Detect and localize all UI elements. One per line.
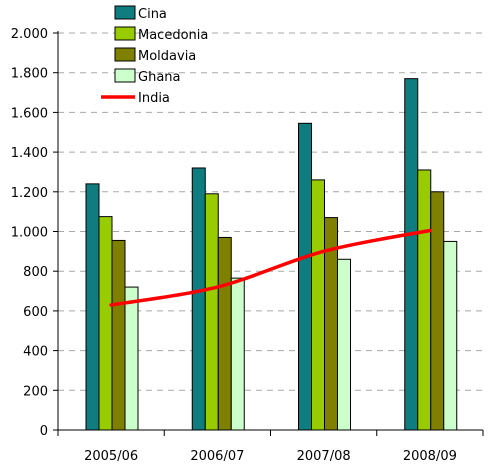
y-tick-label: 2.000 — [11, 27, 48, 42]
line-india — [109, 228, 432, 307]
legend-label-india: India — [138, 91, 170, 106]
bar-macedonia — [311, 179, 325, 431]
legend-label-ghana: Ghana — [138, 70, 181, 85]
y-tick-label: 1.200 — [11, 186, 48, 201]
y-tick-label: 200 — [23, 384, 48, 399]
y-tick-label: 1.000 — [11, 226, 48, 241]
legend-label-cina: Cina — [138, 7, 167, 22]
bar-cina — [404, 78, 419, 431]
y-tick-label: 600 — [23, 305, 48, 320]
legend-swatch-macedonia — [114, 26, 136, 41]
y-tick-label: 1.800 — [11, 67, 48, 82]
y-tick-label: 1.600 — [11, 106, 48, 121]
y-tick-labels: 0 200 400 600 800 1.000 1.200 1.400 1.600 1.800 2.… — [11, 27, 48, 439]
bar-cina — [191, 167, 206, 431]
bars — [85, 78, 458, 431]
bar-moldavia — [111, 239, 126, 431]
x-tick-label: 2007/08 — [297, 449, 351, 464]
legend-swatch-cina — [114, 5, 136, 20]
y-tick-label: 400 — [23, 345, 48, 360]
bar-moldavia — [217, 236, 232, 431]
axes — [53, 31, 484, 436]
bar-ghana — [337, 258, 351, 431]
y-tick-label: 1.400 — [11, 146, 48, 161]
legend-label-moldavia: Moldavia — [138, 49, 196, 64]
legend: Cina Macedonia Moldavia Ghana India — [101, 5, 208, 106]
bar-ghana — [124, 286, 139, 431]
bar-macedonia — [417, 169, 432, 431]
x-tick-label: 2006/07 — [190, 449, 244, 464]
x-tick-label: 2005/06 — [84, 449, 138, 464]
bar-macedonia — [98, 216, 113, 431]
bar-macedonia — [204, 193, 219, 431]
legend-swatch-moldavia — [114, 47, 136, 62]
legend-swatch-ghana — [114, 68, 136, 83]
bar-moldavia — [430, 191, 445, 431]
y-tick-label: 0 — [40, 424, 48, 439]
bar-ghana — [230, 277, 245, 431]
legend-label-macedonia: Macedonia — [138, 28, 208, 43]
x-tick-label: 2008/09 — [403, 449, 457, 464]
bar-cina — [298, 122, 312, 431]
x-tick-labels: 2005/06 2006/07 2007/08 2008/09 — [84, 449, 457, 464]
y-tick-label: 800 — [23, 265, 48, 280]
bar-cina — [85, 183, 100, 431]
bar-ghana — [443, 240, 458, 431]
line-series — [109, 228, 432, 307]
